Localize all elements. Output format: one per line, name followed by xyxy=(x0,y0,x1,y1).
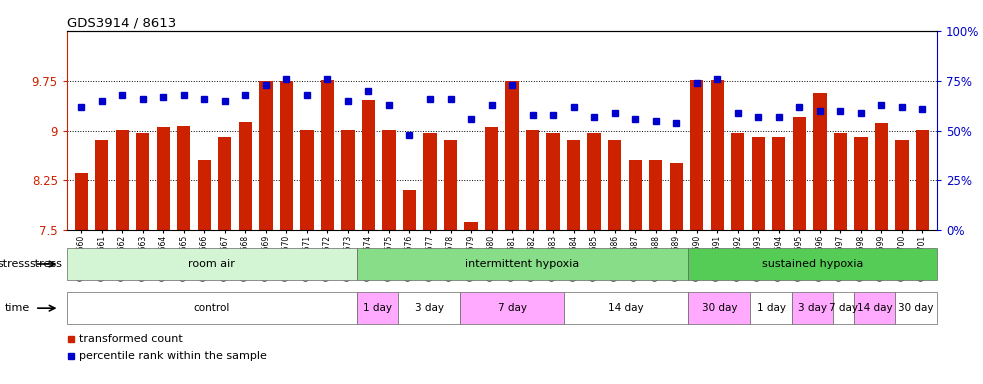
Text: sustained hypoxia: sustained hypoxia xyxy=(762,259,863,269)
Bar xyxy=(588,133,601,230)
Bar xyxy=(854,292,896,324)
Bar xyxy=(464,222,478,230)
Bar xyxy=(505,81,519,230)
Bar xyxy=(567,140,580,230)
Bar xyxy=(95,140,108,230)
Bar xyxy=(260,81,272,230)
Bar xyxy=(485,127,498,230)
Bar xyxy=(792,292,834,324)
Bar xyxy=(198,160,211,230)
Text: 14 day: 14 day xyxy=(608,303,644,313)
Bar xyxy=(813,93,827,230)
Bar xyxy=(526,130,540,230)
Bar xyxy=(362,100,376,230)
Bar xyxy=(136,133,149,230)
Bar xyxy=(772,137,785,230)
Bar xyxy=(750,292,792,324)
Bar xyxy=(564,292,688,324)
Text: control: control xyxy=(194,303,230,313)
Bar xyxy=(752,137,765,230)
Bar xyxy=(357,248,688,280)
Bar xyxy=(916,130,929,230)
Bar xyxy=(67,292,357,324)
Bar xyxy=(156,127,170,230)
Text: stress: stress xyxy=(29,259,62,269)
Bar xyxy=(834,292,854,324)
Text: 1 day: 1 day xyxy=(757,303,785,313)
Bar xyxy=(67,248,357,280)
Bar xyxy=(711,80,723,230)
Bar xyxy=(116,130,129,230)
Bar xyxy=(688,248,937,280)
Bar xyxy=(731,133,744,230)
Text: 14 day: 14 day xyxy=(857,303,893,313)
Text: 7 day: 7 day xyxy=(497,303,527,313)
Text: 3 day: 3 day xyxy=(798,303,827,313)
Text: 3 day: 3 day xyxy=(415,303,444,313)
Bar xyxy=(649,160,663,230)
Bar xyxy=(834,133,847,230)
Bar xyxy=(792,117,806,230)
Text: intermittent hypoxia: intermittent hypoxia xyxy=(465,259,580,269)
Bar xyxy=(669,163,683,230)
Bar xyxy=(357,292,398,324)
Bar xyxy=(460,292,564,324)
Text: percentile rank within the sample: percentile rank within the sample xyxy=(79,351,266,361)
Bar xyxy=(75,173,87,230)
Bar xyxy=(688,292,750,324)
Bar xyxy=(280,81,293,230)
Bar xyxy=(547,133,559,230)
Bar xyxy=(690,80,704,230)
Text: time: time xyxy=(5,303,30,313)
Bar xyxy=(398,292,460,324)
Text: 30 day: 30 day xyxy=(898,303,934,313)
Bar xyxy=(300,130,314,230)
Bar xyxy=(896,140,908,230)
Bar xyxy=(608,140,621,230)
Text: transformed count: transformed count xyxy=(79,334,183,344)
Bar xyxy=(239,122,252,230)
Text: 7 day: 7 day xyxy=(829,303,858,313)
Bar xyxy=(896,292,937,324)
Bar xyxy=(403,190,416,230)
Bar xyxy=(424,133,436,230)
Bar xyxy=(320,80,334,230)
Bar xyxy=(177,126,191,230)
Bar xyxy=(444,140,457,230)
Bar xyxy=(875,123,888,230)
Bar xyxy=(628,160,642,230)
Text: 1 day: 1 day xyxy=(363,303,392,313)
Text: GDS3914 / 8613: GDS3914 / 8613 xyxy=(67,17,176,30)
Bar xyxy=(218,137,232,230)
Bar xyxy=(382,130,395,230)
Text: stress: stress xyxy=(0,259,30,269)
Text: 30 day: 30 day xyxy=(702,303,737,313)
Bar xyxy=(854,137,868,230)
Bar xyxy=(341,130,355,230)
Text: room air: room air xyxy=(189,259,235,269)
